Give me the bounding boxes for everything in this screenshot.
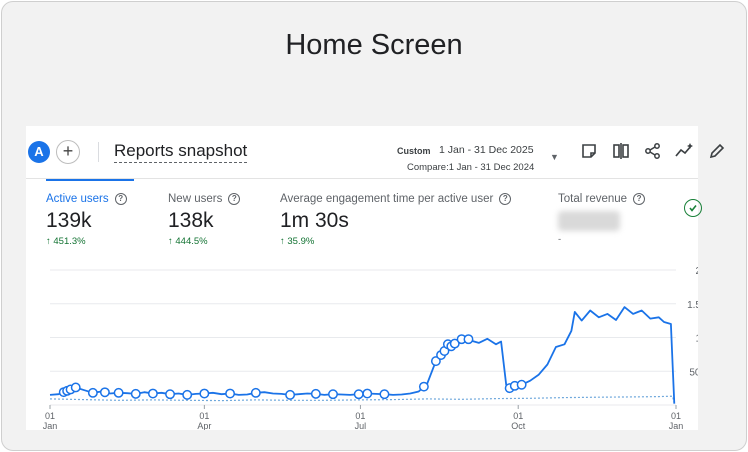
y-tick-label: 1.5k (687, 300, 698, 311)
anomaly-marker (130, 388, 141, 399)
reports-snapshot-panel: A + Reports snapshot Custom 1 Jan - 31 D… (26, 126, 725, 431)
x-tick-label-month: Jul (355, 421, 367, 430)
help-icon[interactable]: ? (633, 193, 646, 205)
series-line-main (49, 306, 676, 404)
anomaly-marker (430, 356, 441, 367)
x-tick-label-day: 01 (513, 411, 523, 421)
annotation-icon[interactable] (578, 140, 600, 162)
share-icon[interactable] (642, 140, 664, 162)
metric-label: Average engagement time per active user (280, 193, 494, 205)
frame-title: Home Screen (285, 29, 463, 61)
metric-delta: 35.9% (287, 236, 315, 247)
metric-value: 139k (46, 209, 92, 232)
metric-label: New users (168, 193, 223, 205)
x-tick-label-month: Jan (43, 421, 58, 430)
anomaly-marker (418, 381, 429, 392)
metric-avg-engagement-time[interactable]: Average engagement time per active user?… (280, 193, 512, 247)
y-tick-label: 1k (695, 334, 698, 345)
date-preset-label: Custom (397, 146, 431, 156)
y-tick-label: 2k (695, 266, 698, 277)
anomaly-marker (310, 388, 321, 399)
metric-delta: 444.5% (175, 236, 208, 247)
account-avatar[interactable]: A (28, 141, 50, 163)
active-metric-indicator (46, 179, 134, 181)
help-icon[interactable]: ? (499, 193, 512, 205)
metric-new-users[interactable]: New users? 138k ↑ 444.5% (168, 193, 241, 247)
metric-value: 138k (168, 209, 214, 232)
anomaly-marker (199, 388, 210, 399)
metric-delta: - (558, 234, 562, 245)
x-tick-label-month: Oct (511, 421, 526, 430)
anomaly-marker (463, 334, 474, 345)
header-divider (98, 142, 99, 162)
metric-cards: Active users? 139k ↑ 451.3% New users? 1… (26, 179, 702, 259)
anomaly-marker (250, 387, 261, 398)
anomaly-marker (379, 389, 390, 400)
page-title[interactable]: Reports snapshot (114, 140, 248, 163)
anomaly-marker (182, 389, 193, 400)
y-tick-label: 500 (689, 367, 698, 378)
compare-icon[interactable] (610, 140, 632, 162)
edit-icon[interactable] (706, 140, 728, 162)
anomaly-marker (516, 379, 527, 390)
anomaly-marker (362, 388, 373, 399)
anomaly-marker (165, 389, 176, 400)
metric-total-revenue[interactable]: Total revenue? - (558, 193, 646, 245)
anomaly-marker (87, 387, 98, 398)
up-arrow-icon: ↑ (280, 236, 288, 247)
help-icon[interactable]: ? (228, 193, 241, 205)
add-comparison-button[interactable]: + (56, 140, 80, 164)
x-tick-label-day: 01 (199, 411, 209, 421)
anomaly-marker (99, 387, 110, 398)
anomaly-marker (449, 338, 460, 349)
anomaly-marker (353, 389, 364, 400)
x-tick-label-day: 01 (671, 411, 681, 421)
x-tick-label-day: 01 (45, 411, 55, 421)
date-range-selector[interactable]: 1 Jan - 31 Dec 2025 (439, 144, 534, 156)
metric-label: Total revenue (558, 193, 628, 205)
help-icon[interactable]: ? (114, 193, 127, 205)
anomaly-marker (70, 382, 81, 393)
report-header: A + Reports snapshot Custom 1 Jan - 31 D… (26, 126, 725, 179)
compare-range-label: Compare:1 Jan - 31 Dec 2024 (407, 162, 535, 173)
anomaly-marker (328, 389, 338, 400)
up-arrow-icon: ↑ (168, 236, 176, 247)
x-tick-label-day: 01 (355, 411, 365, 421)
redacted-value (558, 211, 620, 231)
data-quality-check-icon[interactable] (684, 199, 702, 217)
metric-label: Active users (46, 193, 109, 205)
anomaly-marker (225, 388, 236, 399)
up-arrow-icon: ↑ (46, 236, 54, 247)
anomaly-marker (113, 387, 124, 398)
metric-active-users[interactable]: Active users? 139k ↑ 451.3% (46, 193, 127, 247)
chevron-down-icon[interactable]: ▼ (550, 152, 559, 162)
x-tick-label-month: Apr (197, 421, 211, 430)
x-tick-label-month: Jan (669, 421, 684, 430)
metric-delta: 451.3% (53, 236, 86, 247)
anomaly-marker (285, 389, 296, 400)
insights-icon[interactable] (674, 140, 696, 162)
metric-value: 1m 30s (280, 209, 349, 232)
anomaly-marker (147, 388, 158, 399)
